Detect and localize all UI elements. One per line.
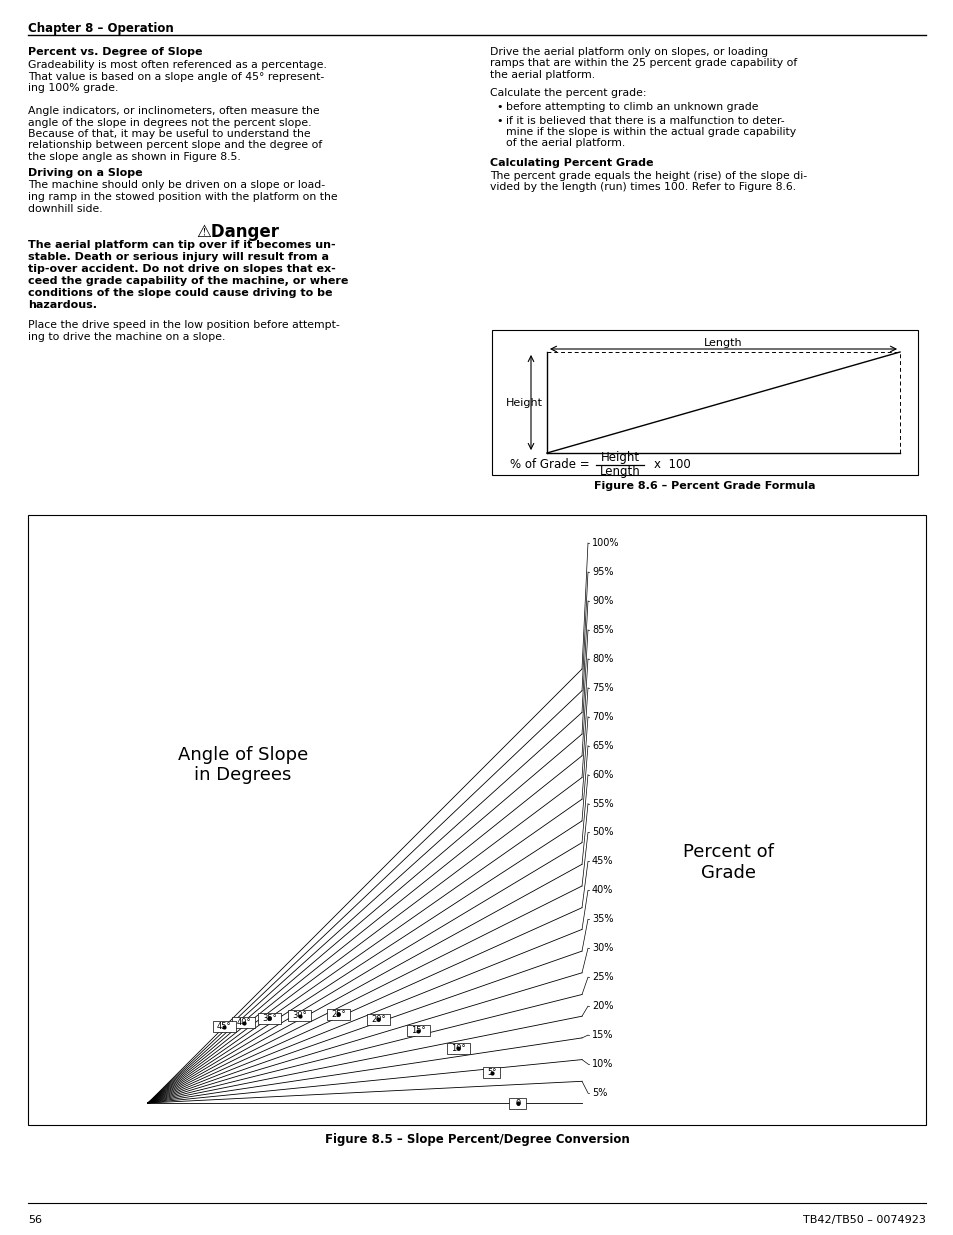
- Text: ceed the grade capability of the machine, or where: ceed the grade capability of the machine…: [28, 275, 348, 287]
- Text: 5%: 5%: [592, 1088, 607, 1098]
- Text: Chapter 8 – Operation: Chapter 8 – Operation: [28, 22, 173, 35]
- Text: x  100: x 100: [654, 458, 690, 472]
- Text: Calculate the percent grade:: Calculate the percent grade:: [490, 88, 646, 98]
- Text: 80%: 80%: [592, 653, 613, 663]
- Text: That value is based on a slope angle of 45° represent-: That value is based on a slope angle of …: [28, 72, 324, 82]
- Text: 56: 56: [28, 1215, 42, 1225]
- Text: 10%: 10%: [592, 1060, 613, 1070]
- Text: 65%: 65%: [592, 741, 613, 751]
- FancyBboxPatch shape: [257, 1013, 280, 1024]
- Text: The percent grade equals the height (rise) of the slope di-: The percent grade equals the height (ris…: [490, 170, 806, 182]
- Text: 40%: 40%: [592, 885, 613, 895]
- Bar: [28, 515, 925, 1125]
- FancyBboxPatch shape: [446, 1042, 469, 1053]
- Text: Driving on a Slope: Driving on a Slope: [28, 168, 143, 178]
- Text: 35%: 35%: [592, 914, 613, 924]
- Text: 55%: 55%: [592, 799, 613, 809]
- Text: 20°: 20°: [371, 1015, 385, 1024]
- Text: Figure 8.6 – Percent Grade Formula: Figure 8.6 – Percent Grade Formula: [594, 480, 815, 492]
- Text: The aerial platform can tip over if it becomes un-: The aerial platform can tip over if it b…: [28, 240, 335, 249]
- Text: Drive the aerial platform only on slopes, or loading: Drive the aerial platform only on slopes…: [490, 47, 767, 57]
- Text: ing ramp in the stowed position with the platform on the: ing ramp in the stowed position with the…: [28, 191, 337, 203]
- Text: Place the drive speed in the low position before attempt-: Place the drive speed in the low positio…: [28, 320, 339, 330]
- Text: mine if the slope is within the actual grade capability: mine if the slope is within the actual g…: [505, 127, 796, 137]
- Text: the slope angle as shown in Figure 8.5.: the slope angle as shown in Figure 8.5.: [28, 152, 240, 162]
- Text: relationship between percent slope and the degree of: relationship between percent slope and t…: [28, 141, 322, 151]
- Text: Angle of Slope
in Degrees: Angle of Slope in Degrees: [177, 746, 308, 784]
- Text: 60%: 60%: [592, 769, 613, 779]
- Text: Calculating Percent Grade: Calculating Percent Grade: [490, 158, 653, 168]
- FancyBboxPatch shape: [482, 1067, 499, 1078]
- Text: •: •: [496, 116, 502, 126]
- Text: 25°: 25°: [331, 1010, 345, 1019]
- Text: the aerial platform.: the aerial platform.: [490, 70, 595, 80]
- Text: before attempting to climb an unknown grade: before attempting to climb an unknown gr…: [505, 101, 758, 111]
- FancyBboxPatch shape: [213, 1021, 235, 1032]
- Text: 35°: 35°: [261, 1014, 276, 1023]
- Text: downhill side.: downhill side.: [28, 204, 103, 214]
- Text: hazardous.: hazardous.: [28, 300, 97, 310]
- Text: % of Grade =: % of Grade =: [510, 458, 589, 472]
- Text: 30°: 30°: [292, 1011, 307, 1020]
- Text: Gradeability is most often referenced as a percentage.: Gradeability is most often referenced as…: [28, 61, 327, 70]
- Text: TB42/TB50 – 0074923: TB42/TB50 – 0074923: [802, 1215, 925, 1225]
- Text: Percent of
Grade: Percent of Grade: [682, 844, 773, 882]
- FancyBboxPatch shape: [232, 1018, 255, 1029]
- Text: 5°: 5°: [486, 1068, 496, 1077]
- Text: 0: 0: [515, 1098, 520, 1108]
- FancyBboxPatch shape: [366, 1014, 390, 1025]
- Text: Figure 8.5 – Slope Percent/Degree Conversion: Figure 8.5 – Slope Percent/Degree Conver…: [324, 1132, 629, 1146]
- Text: 45%: 45%: [592, 856, 613, 867]
- Text: angle of the slope in degrees not the percent slope.: angle of the slope in degrees not the pe…: [28, 117, 312, 127]
- Text: •: •: [496, 101, 502, 111]
- Bar: [492, 330, 917, 475]
- Text: tip-over accident. Do not drive on slopes that ex-: tip-over accident. Do not drive on slope…: [28, 264, 335, 274]
- Text: 40°: 40°: [236, 1018, 251, 1028]
- Text: conditions of the slope could cause driving to be: conditions of the slope could cause driv…: [28, 288, 333, 298]
- FancyBboxPatch shape: [509, 1098, 526, 1109]
- Text: Percent vs. Degree of Slope: Percent vs. Degree of Slope: [28, 47, 202, 57]
- Text: ing 100% grade.: ing 100% grade.: [28, 83, 118, 93]
- Text: 100%: 100%: [592, 538, 618, 548]
- Text: Height: Height: [505, 398, 542, 408]
- Text: if it is believed that there is a malfunction to deter-: if it is believed that there is a malfun…: [505, 116, 783, 126]
- Text: 70%: 70%: [592, 711, 613, 721]
- Text: 15°: 15°: [411, 1026, 425, 1035]
- Text: stable. Death or serious injury will result from a: stable. Death or serious injury will res…: [28, 252, 329, 262]
- Text: 30%: 30%: [592, 944, 613, 953]
- Text: The machine should only be driven on a slope or load-: The machine should only be driven on a s…: [28, 180, 325, 190]
- Text: 15%: 15%: [592, 1030, 613, 1040]
- Text: Height: Height: [599, 452, 639, 464]
- Text: 10°: 10°: [451, 1044, 465, 1052]
- Text: 20%: 20%: [592, 1002, 613, 1011]
- FancyBboxPatch shape: [288, 1010, 311, 1021]
- Text: 75%: 75%: [592, 683, 613, 693]
- FancyBboxPatch shape: [407, 1025, 430, 1036]
- Text: 45°: 45°: [217, 1023, 232, 1031]
- Text: Angle indicators, or inclinometers, often measure the: Angle indicators, or inclinometers, ofte…: [28, 106, 319, 116]
- Text: ing to drive the machine on a slope.: ing to drive the machine on a slope.: [28, 331, 225, 342]
- Text: of the aerial platform.: of the aerial platform.: [505, 138, 624, 148]
- Text: ⚠Danger: ⚠Danger: [196, 224, 279, 241]
- Text: Length: Length: [599, 466, 639, 478]
- Text: 25%: 25%: [592, 972, 613, 982]
- Text: vided by the length (run) times 100. Refer to Figure 8.6.: vided by the length (run) times 100. Ref…: [490, 183, 796, 193]
- Text: 90%: 90%: [592, 597, 613, 606]
- Text: ramps that are within the 25 percent grade capability of: ramps that are within the 25 percent gra…: [490, 58, 797, 68]
- Text: Length: Length: [703, 338, 742, 348]
- Text: Because of that, it may be useful to understand the: Because of that, it may be useful to und…: [28, 128, 311, 140]
- Text: 95%: 95%: [592, 567, 613, 577]
- Text: 85%: 85%: [592, 625, 613, 635]
- FancyBboxPatch shape: [327, 1009, 350, 1020]
- Text: 50%: 50%: [592, 827, 613, 837]
